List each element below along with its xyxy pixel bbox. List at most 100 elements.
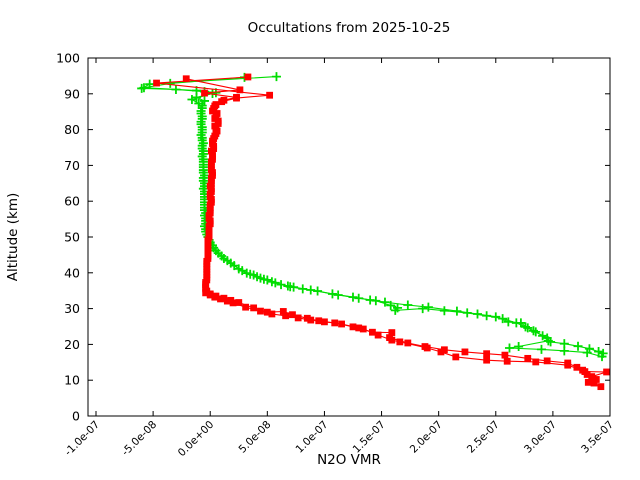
plus-marker (528, 326, 538, 336)
square-marker (592, 376, 600, 383)
y-tick-label: 40 (64, 265, 80, 280)
square-marker (209, 155, 216, 163)
red-occultation-1-line (156, 76, 602, 388)
plus-marker (594, 347, 604, 357)
square-marker (452, 353, 460, 361)
square-marker (220, 294, 228, 302)
plus-marker (187, 95, 197, 105)
y-tick-label: 70 (64, 158, 80, 173)
plus-marker (198, 165, 208, 175)
plus-marker (211, 246, 221, 256)
square-marker (205, 214, 213, 222)
y-tick-label: 20 (64, 337, 80, 352)
square-marker (205, 231, 213, 238)
plus-marker (597, 352, 607, 362)
square-marker (201, 89, 208, 97)
square-marker (564, 359, 572, 367)
square-marker (210, 105, 218, 112)
square-marker (206, 290, 214, 298)
square-marker (268, 310, 276, 318)
square-marker (355, 324, 363, 332)
y-tick-label: 0 (72, 409, 80, 424)
plus-marker (403, 300, 413, 310)
square-marker (573, 363, 581, 371)
square-marker (206, 182, 214, 190)
square-marker (202, 279, 210, 286)
square-marker (483, 350, 491, 358)
plus-marker (245, 269, 255, 279)
square-marker (289, 311, 296, 319)
square-marker (257, 307, 264, 315)
plus-marker (237, 266, 247, 276)
square-marker (307, 316, 315, 324)
square-marker (303, 314, 311, 322)
plus-marker (271, 72, 281, 82)
square-marker (207, 198, 215, 206)
plus-marker (165, 78, 175, 88)
square-marker (503, 357, 511, 365)
plus-marker (200, 170, 210, 180)
plus-marker (543, 336, 553, 346)
plus-marker (538, 331, 548, 341)
square-marker (211, 115, 219, 122)
square-marker (204, 236, 212, 244)
square-marker (386, 334, 393, 341)
plus-marker (498, 314, 508, 324)
x-tick-label: 5.0e-08 (236, 419, 273, 456)
x-tick-label: 3.0e-07 (522, 419, 559, 456)
x-tick-label: -5.0e-08 (120, 419, 160, 459)
square-marker (204, 252, 212, 260)
plus-marker (313, 286, 323, 296)
square-marker (483, 356, 491, 364)
x-tick-label: 2.0e-07 (408, 419, 445, 456)
square-marker (209, 140, 216, 147)
square-marker (203, 268, 211, 276)
square-marker (294, 314, 302, 322)
square-marker (603, 368, 610, 376)
plus-marker (520, 322, 530, 332)
square-marker (315, 317, 323, 325)
square-marker (212, 101, 220, 108)
square-marker (209, 172, 216, 179)
square-marker (338, 320, 345, 328)
square-marker (210, 145, 218, 152)
plus-marker (267, 277, 277, 287)
square-marker (206, 220, 214, 228)
series-red-occultation-2 (182, 75, 610, 387)
square-marker (543, 357, 551, 365)
plus-marker (197, 111, 207, 121)
square-marker (369, 328, 376, 336)
square-marker (206, 209, 214, 217)
plus-marker (198, 138, 208, 148)
y-tick-label: 90 (64, 86, 80, 101)
square-marker (207, 166, 215, 174)
square-marker (266, 91, 274, 99)
plus-marker (504, 343, 514, 353)
square-marker (217, 295, 224, 303)
plus-marker (536, 344, 546, 354)
square-marker (404, 339, 412, 347)
square-marker (235, 299, 243, 306)
square-marker (205, 225, 213, 233)
square-marker (203, 263, 211, 271)
plus-marker (200, 96, 210, 106)
plus-marker (196, 106, 206, 116)
plus-marker (196, 117, 206, 127)
square-marker (182, 75, 190, 83)
plus-marker (482, 311, 492, 321)
plus-marker (285, 282, 295, 292)
plus-marker (418, 304, 428, 314)
x-tick-label: 0.0e+00 (176, 419, 217, 460)
plus-marker (298, 284, 308, 294)
square-marker (153, 79, 160, 87)
y-tick-label: 30 (64, 301, 80, 316)
plus-marker (217, 251, 227, 261)
square-marker (279, 308, 287, 315)
square-marker (207, 188, 215, 195)
square-marker (209, 150, 216, 158)
square-marker (396, 338, 404, 346)
square-marker (227, 296, 235, 304)
square-marker (440, 346, 448, 354)
x-tick-label: 1.5e-07 (351, 419, 388, 456)
square-marker (223, 297, 231, 305)
